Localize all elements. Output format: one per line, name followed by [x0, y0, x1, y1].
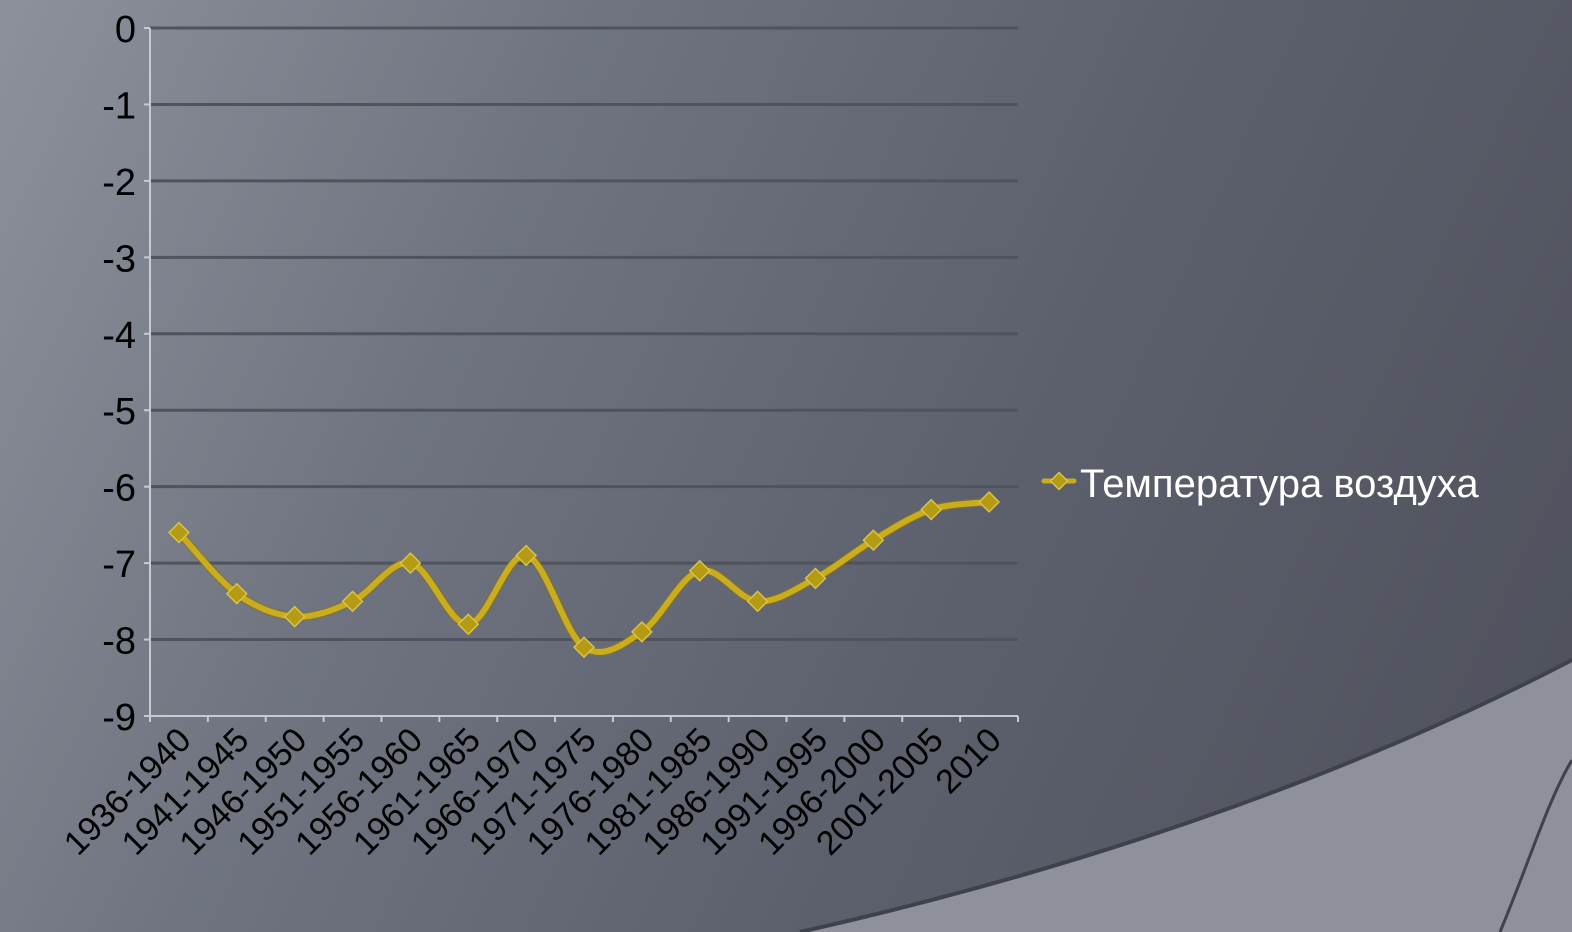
series-group — [167, 490, 1001, 659]
decorative-swoosh-edge — [799, 658, 1572, 932]
y-tick-label: -9 — [102, 697, 136, 739]
y-tick-label: -1 — [102, 85, 136, 127]
y-tick-label: -7 — [102, 544, 136, 586]
series-point — [804, 567, 827, 590]
y-tick-label: 0 — [115, 9, 136, 51]
series-point — [457, 613, 480, 636]
series-point — [862, 529, 885, 552]
legend-label: Температура воздуха — [1080, 462, 1479, 506]
series-point — [978, 490, 1001, 513]
series-line-shadow — [174, 497, 994, 657]
axes — [144, 27, 1019, 722]
plot-area: 0 -1 -2 -3 -4 -5 -6 -7 -8 -9 1936-19401941-194519… — [57, 9, 1019, 863]
series-point — [573, 636, 595, 659]
series-point — [225, 582, 248, 605]
y-tick-label: -3 — [102, 238, 136, 280]
y-tick-label: -5 — [102, 391, 136, 433]
y-tick-label: -8 — [102, 621, 136, 663]
decorative-swoosh-inner — [1498, 759, 1572, 932]
legend-marker-icon — [1049, 471, 1069, 491]
y-tick-label: -6 — [102, 468, 136, 510]
series-point — [630, 620, 653, 643]
series-point — [399, 552, 422, 575]
decorative-swoosh — [800, 660, 1572, 932]
series-point — [167, 521, 190, 544]
series-point — [283, 605, 306, 628]
series-point — [920, 498, 943, 521]
series-point — [688, 559, 711, 582]
x-tick-labels: 1936-19401941-19451946-19501951-19551956… — [57, 721, 1009, 863]
x-tick-label: 2010 — [928, 721, 1008, 801]
legend: Температура воздуха — [1041, 462, 1479, 506]
series-point — [515, 544, 538, 567]
y-tick-labels: 0 -1 -2 -3 -4 -5 -6 -7 -8 -9 — [102, 9, 136, 739]
gridlines — [150, 26, 1018, 642]
y-tick-label: -4 — [102, 315, 136, 357]
series-point — [746, 590, 769, 613]
series-point — [341, 590, 364, 613]
series-line — [175, 498, 993, 655]
y-tick-label: -2 — [102, 162, 136, 204]
